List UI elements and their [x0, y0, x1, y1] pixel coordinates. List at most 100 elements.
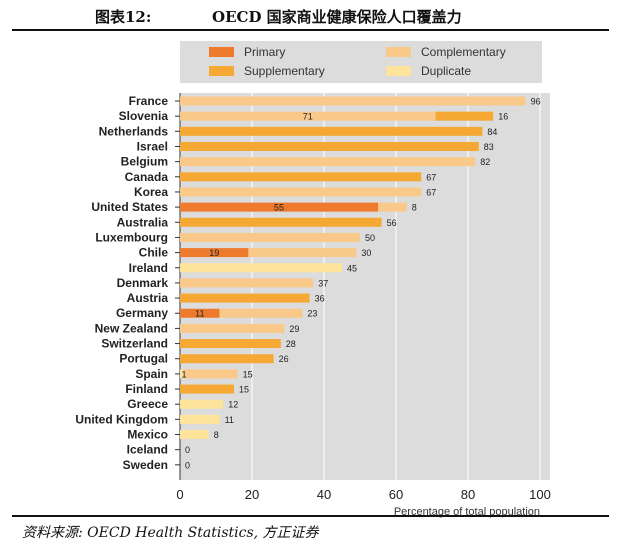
category-label: Switzerland — [101, 337, 168, 351]
bar-inner-label: 19 — [209, 248, 219, 258]
figure-header: 图表12: OECD 国家商业健康保险人口覆盖力 — [0, 6, 621, 28]
bar-segment-complementary — [180, 323, 285, 333]
bar-value-label: 28 — [286, 339, 296, 349]
category-label: France — [129, 94, 169, 108]
figure-label: 图表12: — [95, 8, 152, 26]
bar-value-label: 30 — [361, 248, 371, 258]
bar-segment-supplementary — [435, 111, 494, 121]
bar-segment-complementary — [248, 248, 357, 258]
bar-value-label: 82 — [480, 157, 490, 167]
x-tick-label: 0 — [176, 487, 183, 502]
category-label: Korea — [134, 185, 168, 199]
category-label: Ireland — [129, 261, 168, 275]
bar-value-label: 8 — [412, 203, 417, 213]
category-label: New Zealand — [95, 321, 168, 335]
category-label: Australia — [117, 215, 169, 229]
bar-value-label: 67 — [426, 187, 436, 197]
category-label: Finland — [125, 382, 168, 396]
category-label: Mexico — [127, 428, 168, 442]
category-label: Netherlands — [99, 124, 169, 138]
legend-swatch-complementary — [386, 47, 411, 57]
bar-inner-label: 11 — [195, 309, 204, 319]
category-label: Slovenia — [119, 109, 169, 123]
category-label: United States — [91, 200, 168, 214]
category-label: Israel — [137, 139, 168, 153]
x-tick-label: 60 — [389, 487, 403, 502]
bar-value-label: 83 — [484, 142, 494, 152]
bar-segment-complementary — [180, 157, 476, 167]
legend-panel — [180, 41, 542, 83]
category-label: Belgium — [121, 155, 168, 169]
bar-segment-complementary — [378, 202, 407, 212]
bar-value-label: 26 — [279, 354, 289, 364]
bar-segment-primary — [180, 202, 378, 212]
bar-segment-supplementary — [180, 384, 234, 394]
bar-value-label: 16 — [498, 112, 508, 122]
legend-swatch-primary — [209, 47, 234, 57]
bar-segment-complementary — [183, 369, 238, 379]
x-tick-label: 80 — [461, 487, 475, 502]
bar-segment-primary — [180, 248, 249, 258]
bar-value-label: 50 — [365, 233, 375, 243]
x-tick-label: 40 — [317, 487, 331, 502]
category-label: Canada — [125, 170, 169, 184]
bar-segment-complementary — [180, 96, 526, 106]
bar-inner-label: 1 — [181, 369, 186, 379]
bar-segment-duplicate — [180, 263, 342, 273]
bar-value-label: 84 — [487, 127, 497, 137]
bar-value-label: 12 — [228, 400, 238, 410]
bar-value-label: 0 — [185, 460, 190, 470]
bar-segment-supplementary — [180, 217, 382, 227]
footer-rule — [12, 515, 609, 517]
bar-value-label: 37 — [318, 278, 328, 288]
legend-label-primary: Primary — [244, 45, 285, 59]
x-tick-label: 100 — [529, 487, 551, 502]
bar-segment-complementary — [180, 111, 436, 121]
legend-label-duplicate: Duplicate — [421, 64, 471, 78]
bar-segment-duplicate — [180, 414, 220, 424]
bar-segment-supplementary — [180, 172, 422, 182]
legend-label-complementary: Complementary — [421, 45, 506, 59]
category-label: Portugal — [119, 352, 168, 366]
bar-value-label: 23 — [307, 309, 317, 319]
category-label: Denmark — [117, 276, 169, 290]
bar-value-label: 11 — [225, 415, 234, 425]
bar-value-label: 15 — [243, 369, 253, 379]
header-rule — [12, 29, 609, 31]
bar-value-label: 8 — [214, 430, 219, 440]
category-label: Germany — [116, 306, 168, 320]
bar-inner-label: 55 — [274, 203, 284, 213]
category-label: Luxembourg — [95, 230, 168, 244]
category-label: Chile — [139, 246, 169, 260]
bar-value-label: 96 — [531, 97, 541, 107]
category-label: Sweden — [123, 458, 168, 472]
bar-segment-supplementary — [180, 293, 310, 303]
bar-value-label: 45 — [347, 263, 357, 273]
bar-segment-complementary — [219, 308, 303, 318]
category-label: Iceland — [127, 443, 168, 457]
bar-value-label: 56 — [387, 218, 397, 228]
category-label: Austria — [127, 291, 169, 305]
bar-inner-label: 71 — [303, 112, 313, 122]
bar-value-label: 29 — [289, 324, 299, 334]
bar-value-label: 36 — [315, 294, 325, 304]
bar-segment-supplementary — [180, 141, 479, 151]
bar-segment-supplementary — [180, 354, 274, 364]
bar-segment-primary — [180, 308, 220, 318]
bar-value-label: 67 — [426, 172, 436, 182]
category-label: Greece — [127, 397, 168, 411]
category-label: United Kingdom — [75, 412, 168, 426]
category-label: Spain — [135, 367, 168, 381]
bar-segment-duplicate — [180, 430, 209, 440]
legend-swatch-duplicate — [386, 66, 411, 76]
legend-swatch-supplementary — [209, 66, 234, 76]
bar-segment-complementary — [180, 232, 360, 242]
bar-value-label: 15 — [239, 385, 249, 395]
bar-segment-supplementary — [180, 126, 483, 136]
legend-label-supplementary: Supplementary — [244, 64, 325, 78]
bar-segment-duplicate — [180, 399, 224, 409]
source-note: 资料来源: OECD Health Statistics, 方正证券 — [22, 525, 319, 541]
bar-segment-supplementary — [180, 339, 281, 349]
bar-segment-complementary — [180, 278, 314, 288]
